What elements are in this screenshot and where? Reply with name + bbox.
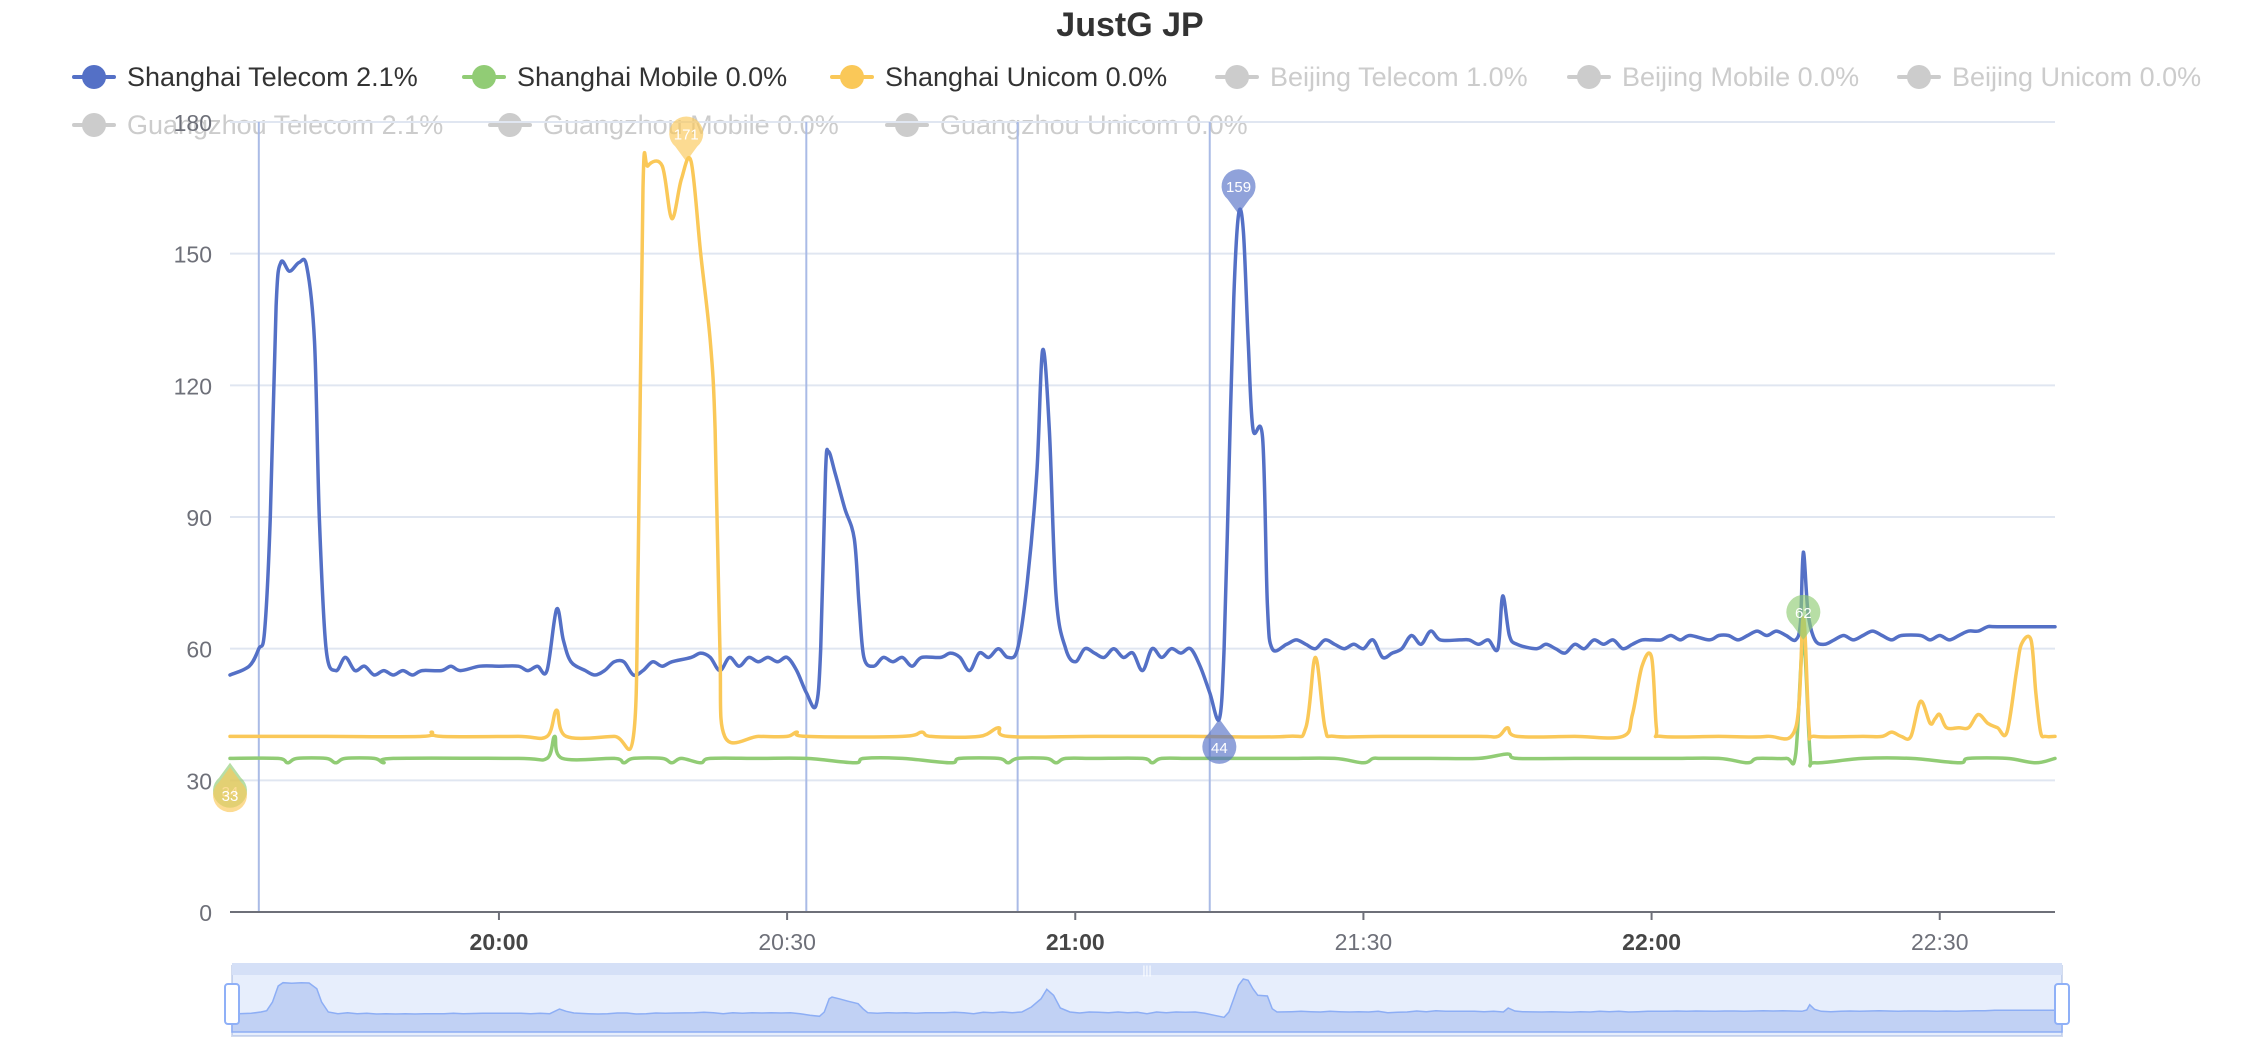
datazoom-move-bar [232,963,2062,975]
legend-item[interactable]: Shanghai Unicom 0.0% [830,57,1167,97]
series-line [228,151,2057,752]
chart-title: JustG JP [1056,6,1204,44]
datazoom-handle-end[interactable] [2054,983,2070,1025]
legend-item[interactable]: Beijing Telecom 1.0% [1215,57,1528,97]
y-tick-label: 90 [186,505,212,531]
x-tick-label: 21:00 [1046,929,1105,955]
y-tick-label: 60 [186,637,212,663]
legend-label: Guangzhou Telecom 2.1% [127,109,444,140]
y-tick-label: 0 [199,900,212,926]
y-tick-label: 180 [174,110,212,136]
pin-shape [669,116,704,162]
x-tick-label: 22:00 [1622,929,1681,955]
legend-label: Shanghai Unicom 0.0% [885,61,1168,92]
pin-label: 62 [1795,605,1812,622]
legend-item[interactable]: Beijing Mobile 0.0% [1567,57,1859,97]
min-value-pin: 44 [1202,718,1237,764]
legend-item[interactable]: Guangzhou Unicom 0.0% [885,105,1248,145]
max-value-pin: 159 [1221,169,1256,215]
pin-shape [1786,594,1821,640]
pin-label: 159 [1226,179,1251,196]
x-tick-label: 20:00 [470,929,529,955]
legend-symbol-icon [72,111,116,139]
pin-shape [1202,718,1237,764]
y-tick-label: 120 [174,373,212,399]
legend-item[interactable]: Shanghai Mobile 0.0% [462,57,787,97]
legend-label: Beijing Mobile 0.0% [1622,61,1860,92]
legend-item[interactable]: Shanghai Telecom 2.1% [72,57,418,97]
legend-label: Beijing Telecom 1.0% [1270,61,1528,92]
x-tick-label: 21:30 [1335,929,1393,955]
legend-symbol-icon [1215,63,1259,91]
datazoom-handle-start[interactable] [224,983,240,1025]
datazoom-move-handle[interactable]: ||| [1142,963,1151,977]
legend-symbol-icon [1567,63,1611,91]
min-value-pin: 33 [213,767,247,813]
legend-symbol-icon [72,63,116,91]
x-tick-label: 20:30 [758,929,816,955]
max-value-pin: 171 [669,116,704,162]
y-tick-label: 150 [174,242,212,268]
datazoom-selection [232,966,2062,1036]
y-tick-label: 30 [186,768,212,794]
pin-shape [213,767,247,813]
legend-symbol-icon [1897,63,1941,91]
pin-label: 44 [1211,740,1228,757]
datazoom-preview [231,978,2063,1033]
legend-symbol-icon [885,111,929,139]
series-line [228,638,2057,768]
series-line [228,207,2057,722]
legend-item[interactable]: Guangzhou Telecom 2.1% [72,105,443,145]
legend-symbol-icon [830,63,874,91]
legend-item[interactable]: Beijing Unicom 0.0% [1897,57,2201,97]
x-tick-label: 22:30 [1911,929,1969,955]
max-value-pin: 62 [1786,594,1821,640]
pin-label: 171 [674,127,699,144]
pin-shape [1221,169,1256,215]
legend-label: Beijing Unicom 0.0% [1952,61,2202,92]
legend-label: Shanghai Mobile 0.0% [517,61,788,92]
legend-label: Shanghai Telecom 2.1% [127,61,418,92]
legend-symbol-icon [488,111,532,139]
legend-label: Guangzhou Unicom 0.0% [940,109,1248,140]
legend-symbol-icon [462,63,506,91]
pin-label: 33 [222,788,239,805]
